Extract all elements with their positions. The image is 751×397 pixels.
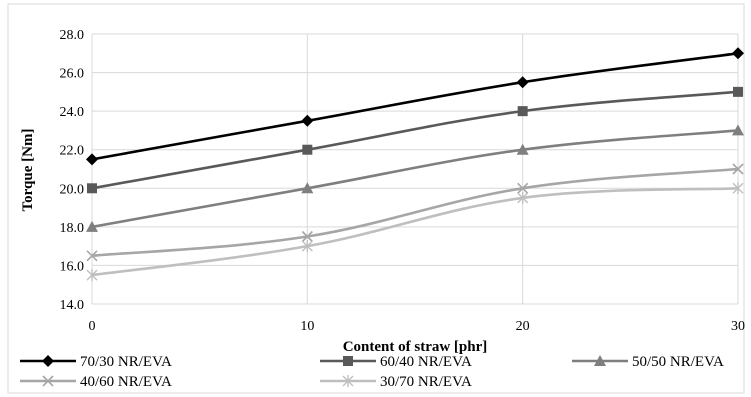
legend-item: 30/70 NR/EVA <box>320 374 472 390</box>
legend-label: 50/50 NR/EVA <box>632 354 724 370</box>
legend-marker <box>343 356 353 366</box>
data-point <box>301 115 313 127</box>
y-tick-label: 24.0 <box>60 105 85 120</box>
data-point <box>87 183 97 193</box>
series-line <box>92 188 738 275</box>
series-5 <box>87 182 743 281</box>
chart-frame <box>8 4 744 393</box>
legend-label: 60/40 NR/EVA <box>380 354 472 370</box>
x-axis-title: Content of straw [phr] <box>343 339 488 355</box>
data-point <box>302 145 312 155</box>
legend: 70/30 NR/EVA 60/40 NR/EVA 50/50 NR/EVA 40/6… <box>20 354 724 390</box>
legend-item: 40/60 NR/EVA <box>20 374 172 390</box>
series-line <box>92 53 738 159</box>
data-point <box>86 153 98 165</box>
data-point <box>732 47 744 59</box>
y-tick-label: 14.0 <box>60 298 85 313</box>
legend-item: 70/30 NR/EVA <box>20 354 172 370</box>
series-line <box>92 92 738 188</box>
y-tick-label: 28.0 <box>60 28 85 43</box>
legend-item: 50/50 NR/EVA <box>572 354 724 370</box>
series-lines <box>86 47 744 281</box>
legend-label: 40/60 NR/EVA <box>80 374 172 390</box>
y-axis-title: Torque [Nm] <box>20 129 36 212</box>
x-tick-label: 0 <box>89 319 96 334</box>
y-tick-label: 18.0 <box>60 221 85 236</box>
y-tick-label: 26.0 <box>60 67 85 82</box>
series-1 <box>86 47 744 165</box>
series-line <box>92 169 738 256</box>
y-tick-label: 20.0 <box>60 182 85 197</box>
y-tick-label: 22.0 <box>60 144 85 159</box>
legend-label: 30/70 NR/EVA <box>380 374 472 390</box>
series-2 <box>87 87 743 193</box>
series-3 <box>86 124 744 231</box>
data-point <box>518 106 528 116</box>
data-point <box>517 76 529 88</box>
x-tick-labels: 0 10 20 30 <box>89 319 746 334</box>
legend-marker <box>42 355 54 367</box>
series-4 <box>87 164 743 261</box>
x-tick-label: 20 <box>516 319 530 334</box>
data-point <box>733 87 743 97</box>
y-tick-label: 16.0 <box>60 259 85 274</box>
legend-item: 60/40 NR/EVA <box>320 354 472 370</box>
legend-label: 70/30 NR/EVA <box>80 354 172 370</box>
x-tick-label: 10 <box>300 319 314 334</box>
x-tick-label: 30 <box>731 319 745 334</box>
y-tick-labels: 14.0 16.0 18.0 20.0 22.0 24.0 26.0 28.0 <box>60 28 85 313</box>
